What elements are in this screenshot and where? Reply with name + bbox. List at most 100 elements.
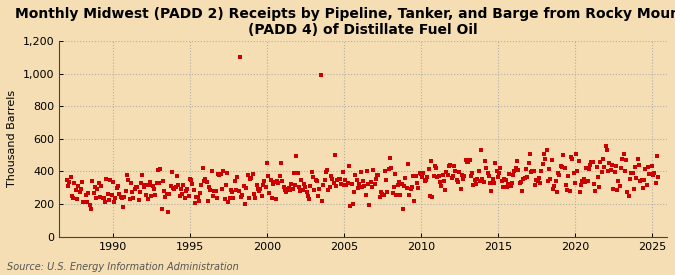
- Point: [87, 179, 98, 183]
- Point: [513, 168, 524, 172]
- Point: [267, 195, 277, 200]
- Point: [321, 170, 331, 174]
- Point: [263, 174, 273, 178]
- Point: [207, 169, 217, 173]
- Point: [431, 166, 441, 170]
- Point: [340, 178, 350, 183]
- Point: [73, 184, 84, 189]
- Point: [273, 180, 284, 185]
- Point: [443, 164, 454, 168]
- Point: [66, 194, 77, 198]
- Point: [470, 182, 481, 186]
- Point: [269, 180, 280, 184]
- Point: [549, 184, 560, 189]
- Point: [346, 182, 357, 186]
- Point: [272, 179, 283, 183]
- Point: [110, 196, 121, 200]
- Point: [290, 183, 300, 187]
- Point: [527, 168, 538, 173]
- Point: [631, 175, 642, 180]
- Point: [268, 182, 279, 186]
- Point: [609, 170, 620, 175]
- Point: [126, 181, 136, 185]
- Point: [607, 163, 618, 167]
- Point: [623, 194, 634, 198]
- Point: [136, 181, 146, 186]
- Point: [236, 194, 246, 199]
- Point: [176, 187, 186, 191]
- Point: [150, 193, 161, 197]
- Point: [445, 163, 456, 167]
- Point: [169, 187, 180, 191]
- Point: [302, 194, 313, 199]
- Point: [207, 193, 218, 198]
- Point: [389, 172, 400, 177]
- Point: [495, 166, 506, 170]
- Point: [282, 187, 293, 191]
- Point: [415, 172, 426, 176]
- Point: [215, 171, 226, 176]
- Point: [530, 182, 541, 187]
- Point: [406, 185, 417, 189]
- Point: [348, 202, 358, 207]
- Point: [503, 182, 514, 186]
- Point: [319, 178, 330, 182]
- Point: [227, 190, 238, 194]
- Point: [483, 174, 494, 178]
- Point: [82, 200, 92, 205]
- Point: [322, 167, 333, 172]
- Point: [578, 177, 589, 182]
- Point: [613, 179, 624, 183]
- Point: [514, 180, 525, 185]
- Point: [309, 188, 320, 192]
- Point: [88, 191, 99, 195]
- Point: [107, 179, 118, 184]
- Point: [287, 187, 298, 191]
- Point: [248, 192, 259, 196]
- Point: [115, 195, 126, 199]
- Point: [117, 204, 128, 209]
- Point: [251, 182, 262, 187]
- Point: [114, 191, 125, 196]
- Point: [79, 200, 90, 205]
- Point: [238, 184, 249, 188]
- Point: [469, 178, 480, 183]
- Point: [134, 190, 145, 195]
- Point: [396, 182, 407, 186]
- Point: [437, 173, 448, 177]
- Point: [181, 189, 192, 194]
- Point: [476, 148, 487, 152]
- Point: [311, 179, 322, 183]
- Point: [331, 183, 342, 188]
- Point: [614, 184, 625, 189]
- Point: [433, 173, 444, 178]
- Point: [404, 193, 414, 197]
- Point: [100, 200, 111, 204]
- Point: [402, 162, 413, 166]
- Point: [416, 175, 427, 180]
- Point: [533, 175, 544, 180]
- Point: [516, 180, 526, 185]
- Point: [103, 192, 113, 196]
- Point: [517, 189, 528, 193]
- Point: [650, 180, 661, 185]
- Point: [627, 171, 638, 175]
- Point: [202, 199, 213, 203]
- Point: [362, 169, 373, 173]
- Point: [583, 178, 593, 183]
- Point: [456, 173, 467, 178]
- Point: [314, 187, 325, 191]
- Point: [327, 177, 338, 182]
- Point: [367, 184, 377, 189]
- Point: [275, 161, 286, 166]
- Point: [482, 171, 493, 175]
- Point: [463, 160, 474, 165]
- Point: [106, 193, 117, 198]
- Point: [639, 177, 649, 182]
- Point: [459, 174, 470, 178]
- Point: [210, 189, 221, 194]
- Point: [164, 192, 175, 196]
- Point: [211, 196, 222, 200]
- Point: [421, 178, 431, 182]
- Point: [133, 198, 144, 203]
